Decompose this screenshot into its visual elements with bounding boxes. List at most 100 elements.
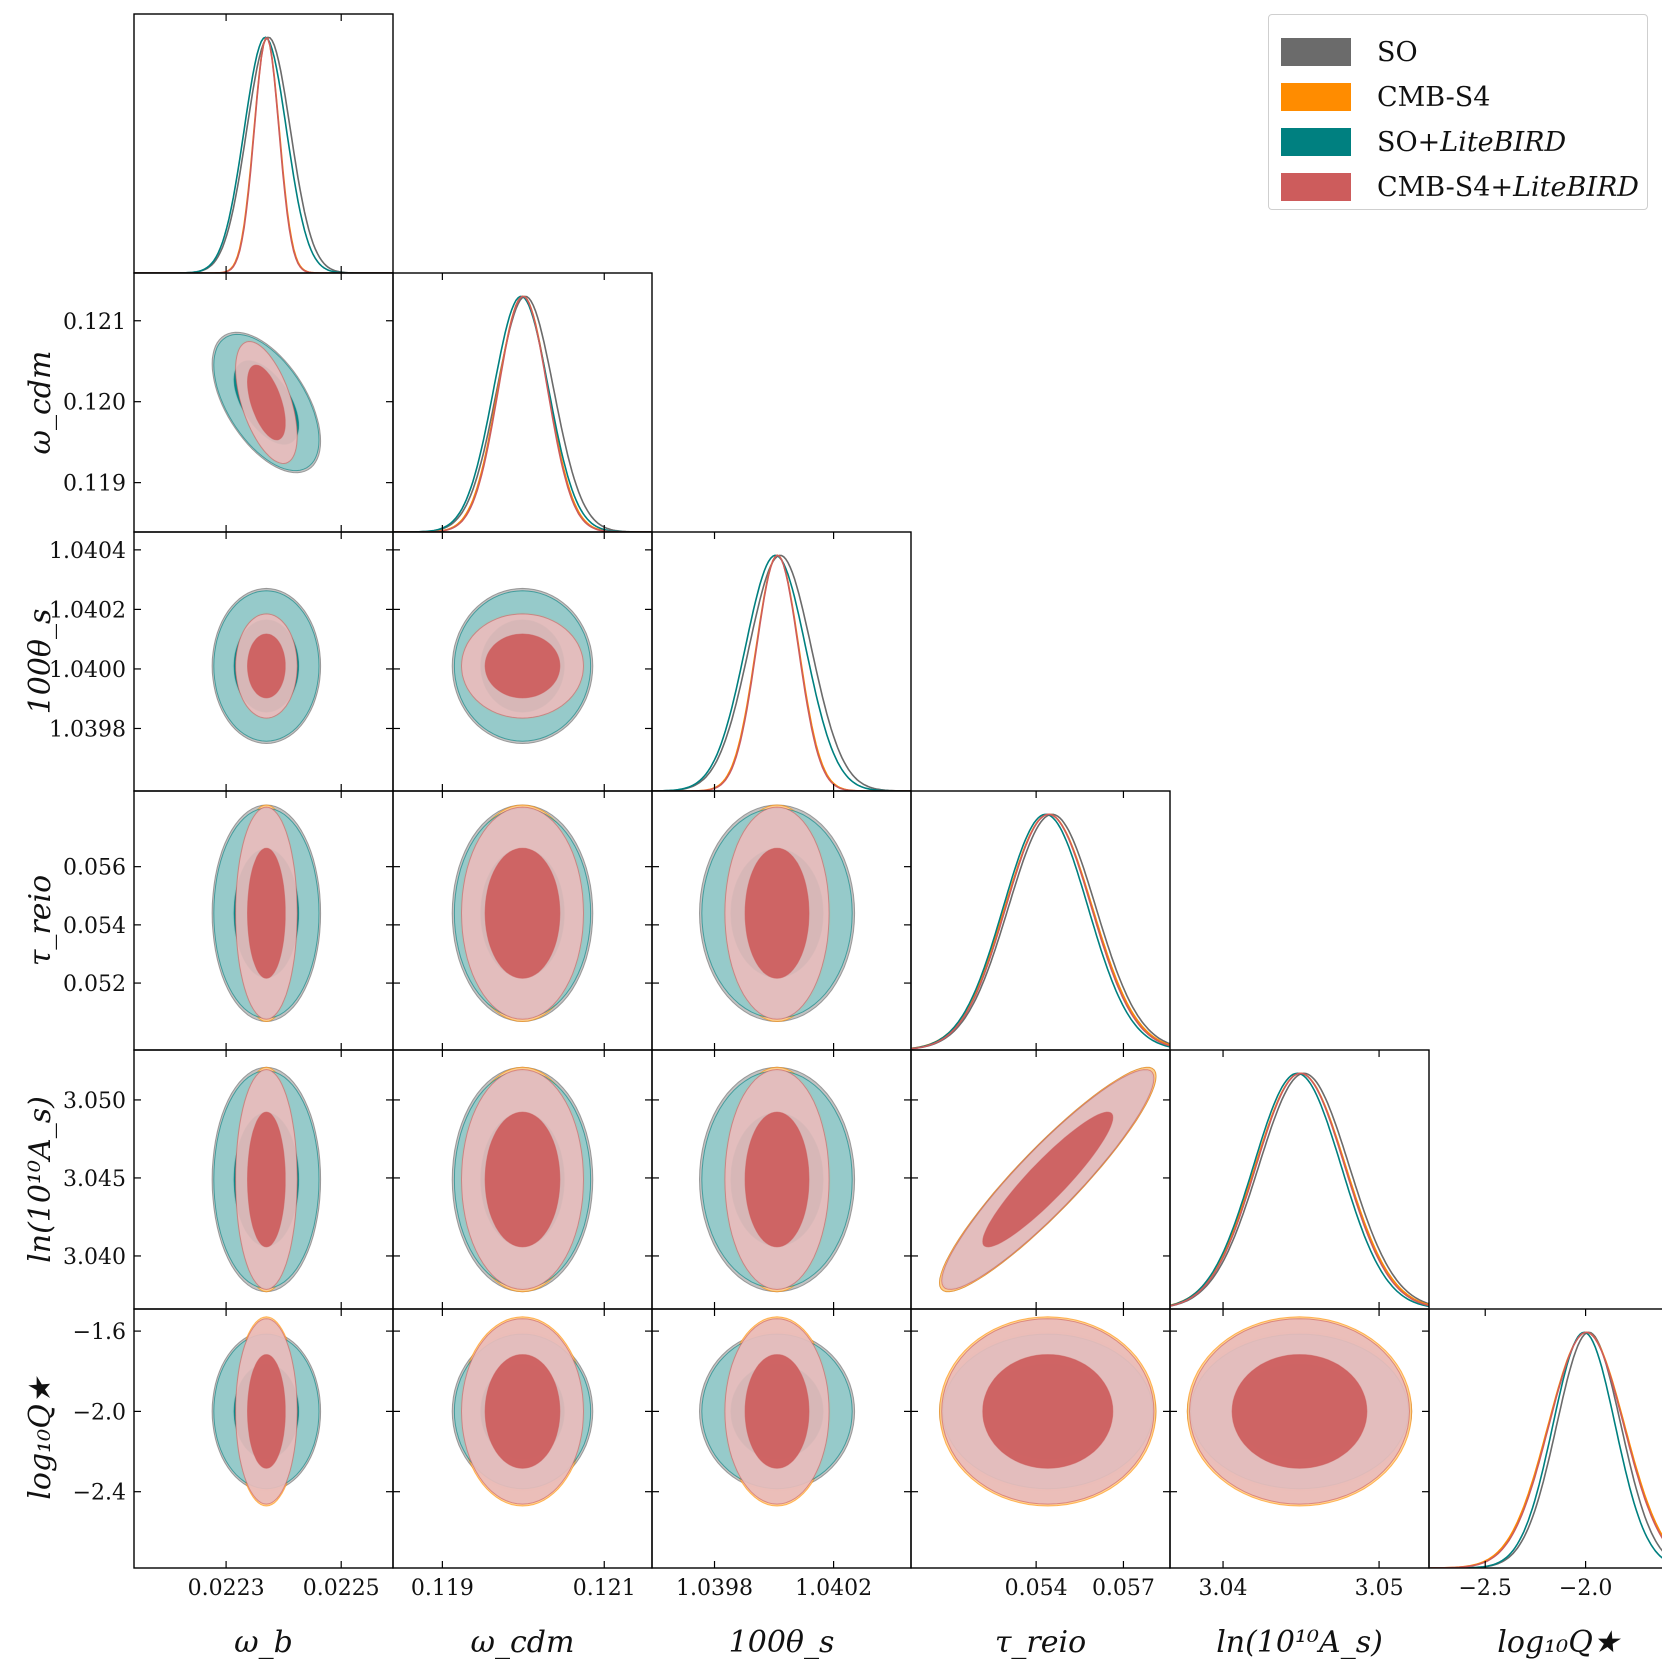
marginal-curve-so-litebird-omega_b — [134, 36, 393, 273]
x-tick-label-100theta_s: 1.0398 — [676, 1576, 753, 1601]
marginal-curve-cmb-s4-litebird-tau_reio — [911, 813, 1170, 1050]
y-axis-title-omega_cdm: ω_cdm — [23, 351, 58, 455]
contour-68-cmb-s4-litebird-omega_cdm-100theta_s — [484, 633, 561, 699]
contour-68-cmb-s4-litebird-omega_b-tau_reio — [246, 847, 286, 979]
x-tick-label-tau_reio: 0.054 — [1005, 1576, 1068, 1601]
y-tick-label-log10Q: −2.4 — [73, 1481, 126, 1506]
x-axis-title-100theta_s: 100θ_s — [729, 1625, 835, 1660]
legend-entry-cmbs4-litebird: CMB-S4+LiteBIRD — [1281, 169, 1639, 205]
x-tick-label-log10Q: −2.5 — [1459, 1576, 1512, 1601]
panel-content — [1429, 1331, 1662, 1568]
panel-omega_cdm-log10Q: 0.119 0.121 — [392, 1308, 653, 1601]
x-tick-label-log10Q: −2.0 — [1559, 1576, 1612, 1601]
panel-content — [451, 804, 594, 1023]
panel-ln10As-ln10As — [1169, 1049, 1430, 1310]
legend-label-so: SO — [1377, 36, 1418, 68]
marginal-curve-so-log10Q — [1429, 1331, 1662, 1568]
legend-entry-so: SO — [1281, 34, 1418, 70]
panel-content — [134, 36, 393, 273]
panel-content — [698, 1316, 856, 1507]
marginal-curve-so-100theta_s — [652, 554, 911, 791]
y-tick-label-tau_reio: 0.056 — [63, 856, 126, 881]
panel-content — [451, 1066, 594, 1293]
x-axis-title-omega_b: ω_b — [234, 1625, 293, 1660]
contour-68-cmb-s4-litebird-omega_b-omega_cdm — [246, 364, 286, 441]
y-tick-label-100theta_s: 1.0402 — [49, 598, 126, 623]
x-tick-label-omega_b: 0.0225 — [303, 1576, 380, 1601]
marginal-curve-so-omega_cdm — [393, 295, 652, 532]
contour-68-cmb-s4-litebird-ln10As-log10Q — [1231, 1354, 1368, 1469]
y-tick-label-omega_cdm: 0.121 — [63, 310, 126, 335]
panel-content — [911, 813, 1170, 1050]
panel-content — [211, 331, 322, 474]
panel-100theta_s-ln10As — [651, 1049, 912, 1310]
panel-content — [211, 587, 322, 745]
legend-entry-so-litebird: SO+LiteBIRD — [1281, 124, 1566, 160]
y-tick-label-tau_reio: 0.054 — [63, 914, 126, 939]
legend-entry-cmbs4: CMB-S4 — [1281, 79, 1490, 115]
legend-label-cmbs4-litebird-prefix: CMB-S4+ — [1377, 171, 1514, 203]
marginal-curve-so-litebird-100theta_s — [652, 554, 911, 791]
y-tick-label-omega_cdm: 0.119 — [63, 472, 126, 497]
panel-content — [1186, 1316, 1413, 1507]
panel-tau_reio-tau_reio — [910, 790, 1171, 1051]
contour-68-cmb-s4-litebird-tau_reio-log10Q — [982, 1354, 1114, 1469]
contour-68-cmb-s4-litebird-omega_cdm-ln10As — [484, 1111, 561, 1248]
panel-frame — [133, 13, 394, 274]
y-tick-label-100theta_s: 1.0400 — [49, 658, 126, 683]
panel-omega_cdm-tau_reio — [392, 790, 653, 1051]
panel-omega_cdm-ln10As — [392, 1049, 653, 1310]
y-axis-title-log10Q: log₁₀Q★ — [23, 1375, 58, 1500]
legend-label-cmbs4-litebird: CMB-S4+LiteBIRD — [1377, 172, 1639, 203]
panel-tau_reio-log10Q: 0.054 0.057 — [910, 1308, 1171, 1601]
marginal-curve-so-ln10As — [1170, 1072, 1429, 1307]
x-tick-label-ln10As: 3.04 — [1199, 1576, 1248, 1601]
contour-68-cmb-s4-litebird-omega_b-ln10As — [246, 1111, 286, 1248]
marginal-curve-so-litebird-tau_reio — [911, 813, 1170, 1050]
x-tick-label-omega_b: 0.0223 — [188, 1576, 265, 1601]
legend-swatch-so — [1281, 38, 1351, 66]
y-tick-label-ln10As: 3.040 — [63, 1245, 126, 1270]
x-axis-title-omega_cdm: ω_cdm — [471, 1625, 575, 1660]
y-tick-label-ln10As: 3.045 — [63, 1167, 126, 1192]
marginal-curve-cmb-s4-litebird-omega_cdm — [393, 295, 652, 532]
contour-68-cmb-s4-litebird-100theta_s-tau_reio — [744, 847, 810, 979]
marginal-curve-cmb-s4-litebird-ln10As — [1170, 1072, 1429, 1307]
panel-frame — [392, 272, 653, 533]
panel-omega_b-log10Q: 0.0223 0.0225 −1.6 −2.0 −2.4 — [73, 1308, 394, 1601]
panel-frame — [651, 531, 912, 792]
panel-ln10As-log10Q: 3.04 3.05 — [1169, 1308, 1430, 1601]
panel-content — [451, 587, 594, 745]
panel-content — [393, 295, 652, 532]
panel-content — [211, 804, 322, 1023]
panel-omega_cdm-omega_cdm — [392, 272, 653, 533]
legend-swatch-so-litebird — [1281, 128, 1351, 156]
panel-content — [451, 1316, 594, 1507]
panel-content — [652, 554, 911, 791]
x-tick-label-tau_reio: 0.057 — [1092, 1576, 1155, 1601]
marginal-curve-cmb-s4-omega_cdm — [393, 295, 652, 532]
y-tick-label-omega_cdm: 0.120 — [63, 391, 126, 416]
legend-swatch-cmbs4-litebird — [1281, 173, 1351, 201]
x-tick-label-omega_cdm: 0.119 — [411, 1576, 474, 1601]
panel-omega_cdm-100theta_s — [392, 531, 653, 792]
panel-100theta_s-100theta_s — [651, 531, 912, 792]
panel-omega_b-100theta_s: 1.0404 1.0402 1.0400 1.0398 — [49, 531, 394, 792]
panel-omega_b-omega_cdm: 0.121 0.120 0.119 — [63, 272, 394, 533]
y-axis-title-100theta_s: 100θ_s — [23, 609, 58, 715]
panel-omega_b-ln10As: 3.050 3.045 3.040 — [63, 1049, 394, 1310]
x-axis-title-ln10As: ln(10¹⁰A_s) — [1216, 1625, 1383, 1660]
x-axis-title-log10Q: log₁₀Q★ — [1497, 1625, 1622, 1660]
panel-content — [938, 1316, 1157, 1507]
marginal-curve-cmb-s4-litebird-log10Q — [1429, 1331, 1662, 1568]
y-tick-label-100theta_s: 1.0404 — [49, 539, 126, 564]
panel-100theta_s-log10Q: 1.0398 1.0402 — [651, 1308, 912, 1601]
x-axis-title-tau_reio: τ_reio — [995, 1625, 1086, 1660]
y-tick-label-tau_reio: 0.052 — [63, 972, 126, 997]
contour-68-cmb-s4-litebird-omega_b-log10Q — [246, 1354, 286, 1469]
y-axis-title-ln10As: ln(10¹⁰A_s) — [23, 1096, 58, 1263]
y-tick-label-log10Q: −2.0 — [73, 1400, 126, 1425]
marginal-curve-so-omega_b — [134, 36, 393, 273]
panel-frame — [1428, 1308, 1662, 1569]
